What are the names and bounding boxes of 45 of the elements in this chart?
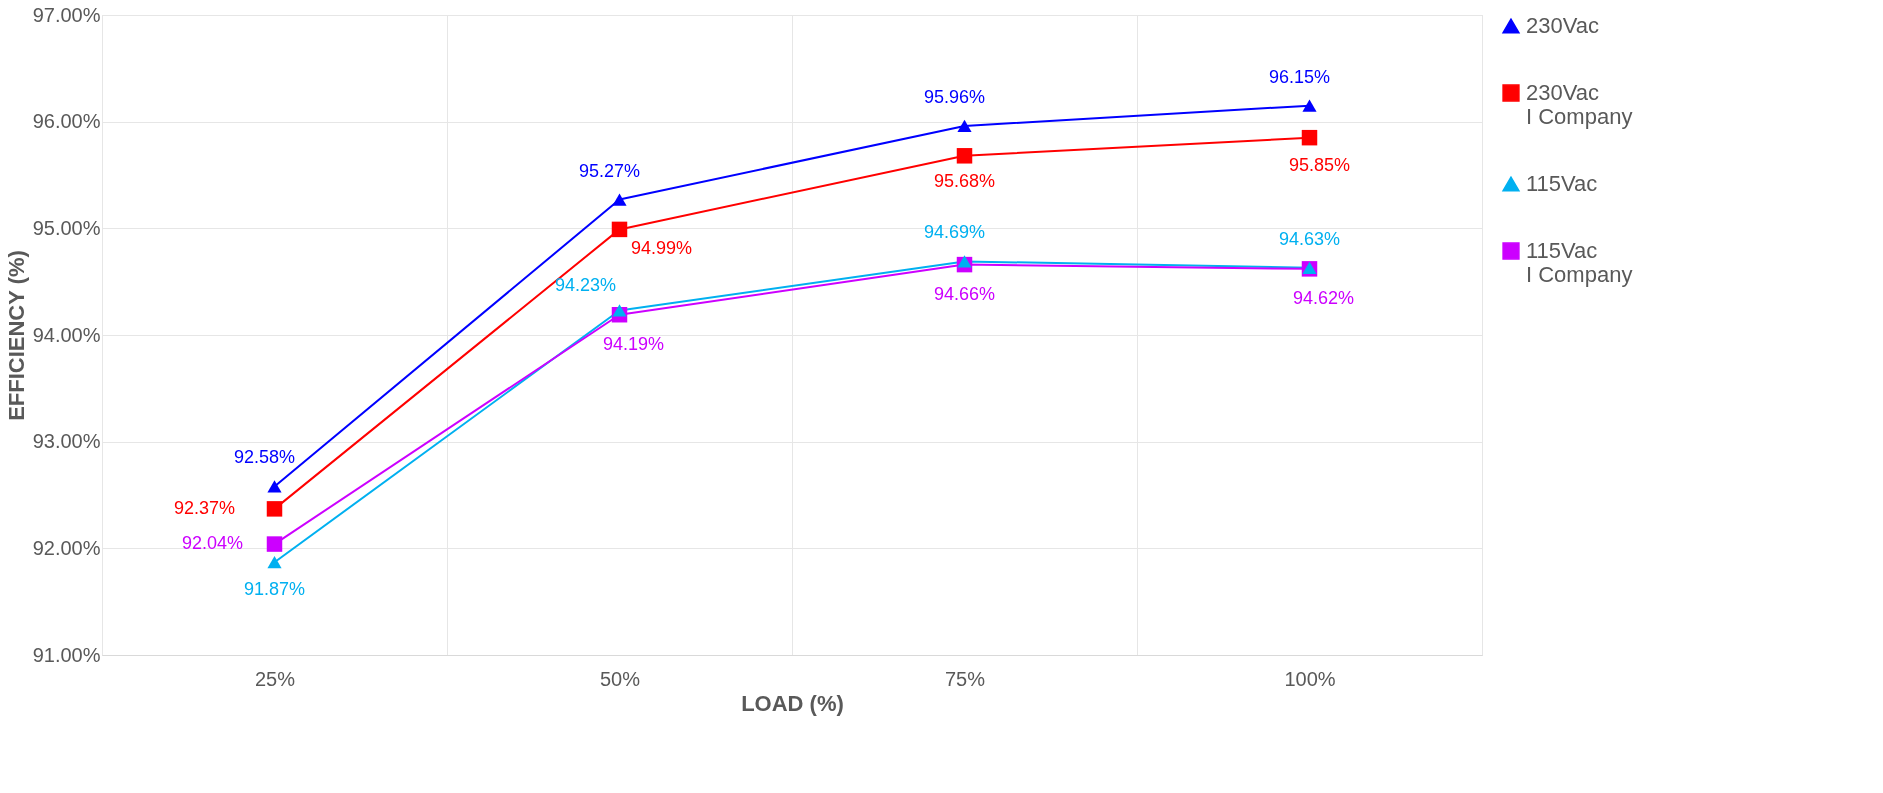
point xyxy=(267,556,282,569)
data-label: 94.23% xyxy=(554,275,617,296)
data-label: 95.68% xyxy=(933,170,996,191)
x-tick-label: 100% xyxy=(1284,667,1336,690)
x-tick-label: 25% xyxy=(254,667,296,690)
x-tick-label: 50% xyxy=(599,667,641,690)
point xyxy=(612,304,627,317)
data-label: 95.96% xyxy=(923,86,986,107)
data-label: 91.87% xyxy=(243,579,306,600)
data-label: 94.99% xyxy=(630,238,693,259)
point xyxy=(611,221,628,238)
point xyxy=(267,480,282,493)
point xyxy=(1302,99,1317,112)
legend-label: 115Vac xyxy=(1526,171,1598,196)
data-label: 94.63% xyxy=(1278,228,1341,249)
x-axis-title: LOAD (%) xyxy=(741,690,844,716)
data-label: 94.62% xyxy=(1292,287,1355,308)
data-label: 96.15% xyxy=(1268,66,1331,87)
x-tick-label: 75% xyxy=(944,667,986,690)
point xyxy=(612,193,627,206)
y-tick-label: 95.00% xyxy=(32,216,101,239)
y-tick-label: 91.00% xyxy=(32,643,101,666)
legend-label: 115Vac I Company xyxy=(1526,238,1633,287)
point xyxy=(957,255,972,268)
point xyxy=(266,536,283,552)
legend-label: 230Vac I Company xyxy=(1526,80,1633,129)
data-label: 92.58% xyxy=(233,447,296,468)
point xyxy=(1301,129,1318,146)
y-tick-label: 92.00% xyxy=(32,536,101,559)
y-tick-label: 94.00% xyxy=(32,323,101,346)
data-label: 94.66% xyxy=(933,283,996,304)
data-label: 94.69% xyxy=(923,222,986,243)
y-tick-label: 96.00% xyxy=(32,110,101,133)
legend-label: 230Vac xyxy=(1526,13,1599,38)
point xyxy=(956,148,973,164)
y-tick-label: 93.00% xyxy=(32,430,101,453)
data-label: 92.37% xyxy=(173,497,236,518)
point xyxy=(266,501,283,517)
data-label: 94.19% xyxy=(602,333,665,354)
data-label: 95.85% xyxy=(1288,154,1351,175)
y-tick-label: 97.00% xyxy=(32,3,101,26)
point xyxy=(957,119,972,133)
data-label: 95.27% xyxy=(578,160,641,181)
y-axis-title: EFFICIENCY (%) xyxy=(3,250,29,421)
data-label: 92.04% xyxy=(181,533,244,554)
